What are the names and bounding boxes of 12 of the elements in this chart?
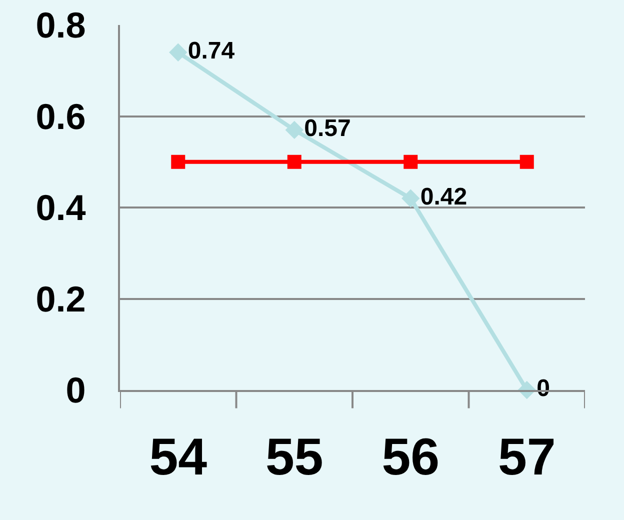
x-tick-label: 56 [382,428,440,486]
data-label: 0.57 [304,114,351,142]
x-tick-label: 55 [265,428,324,486]
y-tick-label: 0.4 [36,187,86,228]
data-label: 0.42 [420,183,468,210]
x-tick-label: 54 [149,428,208,486]
y-tick-label: 0.6 [36,96,86,137]
y-tick-label: 0.8 [36,4,86,46]
y-tick-label: 0 [66,370,86,411]
x-tick-label: 57 [498,428,556,486]
y-tick-label: 0.2 [36,278,86,320]
data-label: 0.74 [188,37,236,64]
